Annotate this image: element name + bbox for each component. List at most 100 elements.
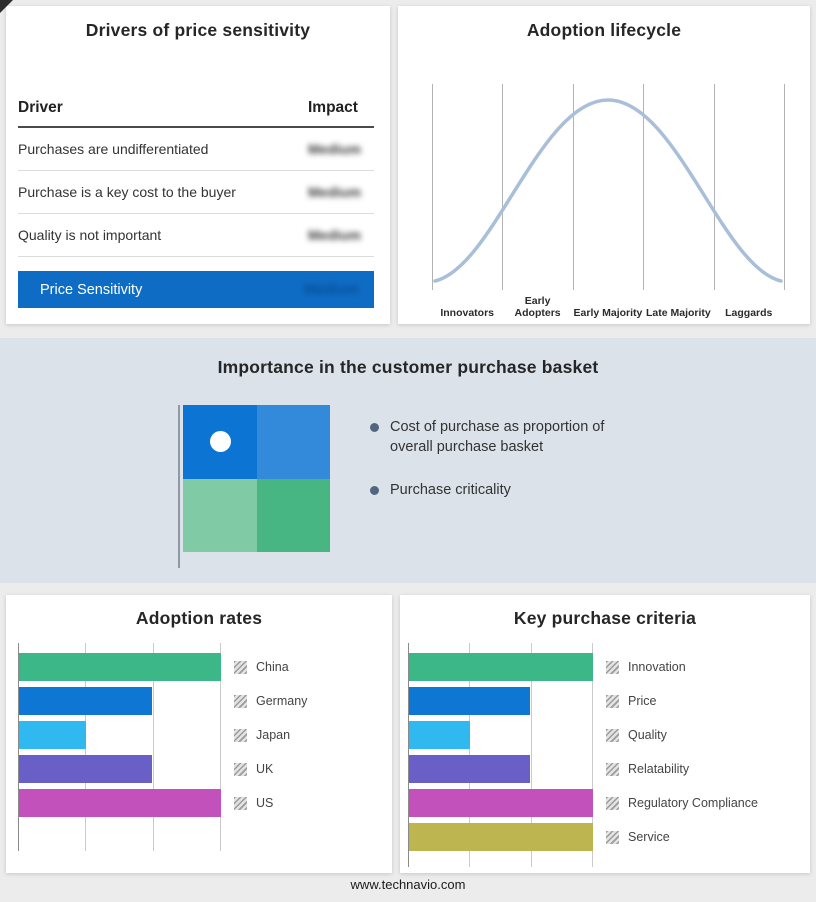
bar-innovation bbox=[409, 653, 593, 681]
website-url: www.technavio.com bbox=[350, 877, 466, 892]
impact-cell-obscured: Medium bbox=[308, 184, 361, 200]
bullet-dot-icon bbox=[370, 486, 379, 496]
bell-curve-path bbox=[433, 98, 783, 283]
legend-label: China bbox=[256, 660, 289, 674]
gridline bbox=[220, 643, 221, 851]
legend-label: Regulatory Compliance bbox=[628, 796, 758, 810]
legend-item-regulatory-compliance: Regulatory Compliance bbox=[606, 786, 758, 820]
legend-label: Quality bbox=[628, 728, 667, 742]
purchase-basket-section: Importance in the customer purchase bask… bbox=[0, 338, 816, 583]
bar-china bbox=[19, 653, 221, 681]
stage-label-laggards: Laggards bbox=[725, 307, 773, 320]
legend-item-quality: Quality bbox=[606, 718, 758, 752]
quadrant-bottom-right bbox=[256, 478, 330, 552]
legend-label: US bbox=[256, 796, 274, 810]
bar-uk bbox=[19, 755, 153, 783]
corner-fold-decoration bbox=[0, 0, 13, 13]
legend-swatch-hatched bbox=[606, 694, 619, 708]
bar-service bbox=[409, 823, 593, 851]
bar-germany bbox=[19, 687, 153, 715]
price-sensitivity-table: Driver Impact Purchases are undifferenti… bbox=[18, 99, 374, 308]
bullet-text: Purchase criticality bbox=[390, 482, 511, 499]
key-purchase-criteria-panel: Key purchase criteria Innovation Price Qua… bbox=[400, 595, 810, 873]
legend-swatch-hatched bbox=[234, 728, 247, 742]
bar-regulatory-compliance bbox=[409, 789, 593, 817]
gridline bbox=[592, 643, 593, 867]
stage-label-late-majority: Late Majority bbox=[645, 307, 711, 320]
driver-cell: Purchases are undifferentiated bbox=[18, 141, 209, 157]
adoption-rates-title: Adoption rates bbox=[135, 608, 263, 628]
legend-swatch-hatched bbox=[234, 762, 247, 776]
gridline bbox=[530, 643, 532, 867]
gridline bbox=[152, 643, 154, 851]
legend-item-service: Service bbox=[606, 820, 758, 854]
bell-curve bbox=[433, 98, 783, 283]
impact-cell-obscured: Medium bbox=[308, 227, 361, 243]
legend-swatch-hatched bbox=[606, 728, 619, 742]
lifecycle-gridline bbox=[784, 84, 785, 290]
legend-item-relatability: Relatability bbox=[606, 752, 758, 786]
legend-item-innovation: Innovation bbox=[606, 650, 758, 684]
adoption-lifecycle-title: Adoption lifecycle bbox=[526, 20, 682, 40]
impact-cell-obscured: Medium bbox=[308, 141, 361, 157]
legend-swatch-hatched bbox=[606, 660, 619, 674]
stage-label-innovators: Innovators bbox=[440, 307, 495, 320]
quadrant-top-right bbox=[256, 405, 330, 479]
legend-swatch-hatched bbox=[606, 830, 619, 844]
lifecycle-stage-labels: Innovators Early Adopters Early Majority… bbox=[432, 292, 784, 320]
quadrant-bottom-left bbox=[183, 478, 257, 552]
key-purchase-criteria-plot bbox=[408, 643, 593, 867]
y-axis-line bbox=[408, 643, 409, 867]
driver-cell: Quality is not important bbox=[18, 227, 162, 243]
quadrant-axis-line bbox=[178, 405, 180, 568]
quadrant-grid bbox=[183, 405, 330, 552]
legend-label: Germany bbox=[256, 694, 308, 708]
summary-impact-obscured: Medium bbox=[304, 281, 359, 298]
bar-quality bbox=[409, 721, 470, 749]
adoption-lifecycle-chart bbox=[432, 84, 785, 290]
column-header-driver: Driver bbox=[18, 99, 63, 116]
legend-swatch-hatched bbox=[606, 796, 619, 810]
legend-item-price: Price bbox=[606, 684, 758, 718]
key-purchase-criteria-title: Key purchase criteria bbox=[513, 608, 697, 628]
column-header-impact: Impact bbox=[308, 99, 358, 116]
legend-item-us: US bbox=[234, 786, 307, 820]
bullet-dot-icon bbox=[370, 423, 379, 432]
legend-label: Price bbox=[628, 694, 657, 708]
bar-us bbox=[19, 789, 221, 817]
bullet-item: Cost of purchase as proportion of overal… bbox=[370, 418, 670, 457]
legend-label: Japan bbox=[256, 728, 291, 742]
legend-item-japan: Japan bbox=[234, 718, 307, 752]
quadrant-top-left bbox=[183, 405, 257, 479]
table-row: Purchases are undifferentiated Medium bbox=[18, 128, 374, 171]
legend-label: Innovation bbox=[628, 660, 686, 674]
key-purchase-criteria-chart: Innovation Price Quality Relatability Regula… bbox=[408, 643, 810, 867]
table-row: Quality is not important Medium bbox=[18, 214, 374, 257]
adoption-rates-panel: Adoption rates China Germany Japan UK US bbox=[6, 595, 392, 873]
bar-japan bbox=[19, 721, 86, 749]
lifecycle-gridline bbox=[643, 84, 645, 290]
bullet-item: Purchase criticality bbox=[370, 481, 670, 501]
summary-label: Price Sensitivity bbox=[40, 281, 143, 298]
purchase-basket-bullets: Cost of purchase as proportion of overal… bbox=[370, 418, 670, 525]
y-axis-line bbox=[18, 643, 19, 851]
position-marker-dot bbox=[210, 431, 231, 452]
legend-swatch-hatched bbox=[606, 762, 619, 776]
legend-item-china: China bbox=[234, 650, 307, 684]
stage-label-early-majority: Early Majority bbox=[573, 307, 643, 320]
lifecycle-gridline bbox=[713, 84, 715, 290]
key-purchase-criteria-legend: Innovation Price Quality Relatability Regula… bbox=[606, 643, 758, 867]
adoption-rates-plot bbox=[18, 643, 221, 851]
legend-item-uk: UK bbox=[234, 752, 307, 786]
legend-label: UK bbox=[256, 762, 274, 776]
legend-item-germany: Germany bbox=[234, 684, 307, 718]
legend-swatch-hatched bbox=[234, 694, 247, 708]
legend-label: Service bbox=[628, 830, 670, 844]
adoption-lifecycle-panel: Adoption lifecycle Innovators Early Adop… bbox=[398, 6, 810, 324]
purchase-basket-title: Importance in the customer purchase bask… bbox=[217, 357, 599, 377]
legend-swatch-hatched bbox=[234, 660, 247, 674]
gridline bbox=[85, 643, 87, 851]
lifecycle-gridline bbox=[502, 84, 504, 290]
driver-cell: Purchase is a key cost to the buyer bbox=[18, 184, 236, 200]
